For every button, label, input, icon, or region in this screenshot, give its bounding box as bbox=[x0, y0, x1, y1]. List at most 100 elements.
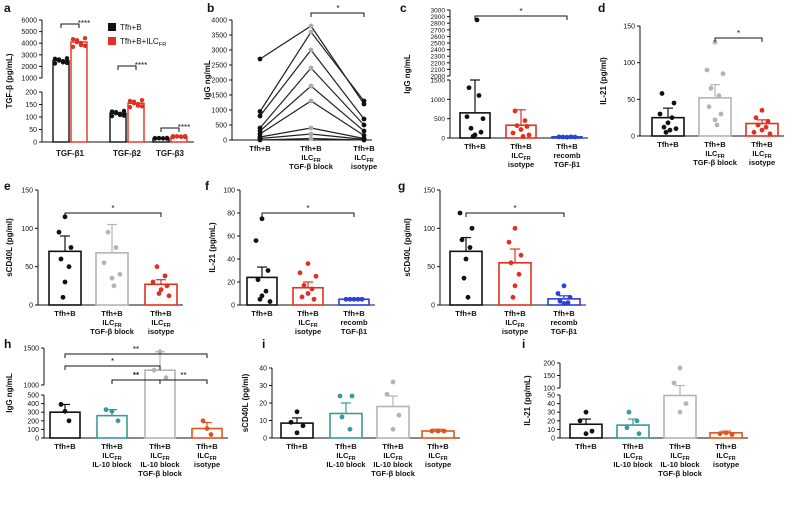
data-point bbox=[560, 134, 566, 140]
data-point bbox=[109, 275, 115, 281]
data-point bbox=[164, 135, 170, 141]
data-point bbox=[308, 98, 314, 104]
data-point bbox=[308, 65, 314, 71]
x-tick-label: ILCFR bbox=[505, 318, 524, 329]
bar bbox=[52, 59, 70, 143]
y-tick-label: 500 bbox=[434, 116, 445, 123]
y-tick-label: 4000 bbox=[211, 18, 227, 25]
data-point bbox=[60, 60, 66, 65]
x-tick-label: ILCFR bbox=[298, 318, 317, 329]
data-point bbox=[634, 418, 640, 424]
data-point bbox=[294, 430, 300, 436]
data-point bbox=[704, 67, 710, 73]
x-tick-label: TGF-β1 bbox=[56, 149, 85, 158]
y-tick-label: 400 bbox=[27, 401, 39, 408]
x-tick-label: Tfh+B bbox=[464, 142, 486, 151]
data-point bbox=[555, 291, 561, 296]
x-tick-label: isotype bbox=[425, 460, 451, 469]
data-point bbox=[164, 283, 170, 289]
y-tick-label: 80 bbox=[227, 211, 235, 218]
panel-letter: a bbox=[4, 1, 11, 15]
y-axis-label: sCD40L (pg/ml) bbox=[5, 218, 14, 277]
data-point bbox=[474, 17, 480, 23]
y-tick-label: 4000 bbox=[21, 41, 37, 48]
y-tick-label: 1500 bbox=[431, 78, 446, 85]
data-point bbox=[305, 261, 311, 266]
data-point bbox=[506, 239, 512, 245]
data-point bbox=[361, 137, 367, 143]
data-point bbox=[351, 296, 357, 302]
data-point bbox=[288, 419, 294, 425]
significance-bracket bbox=[111, 379, 161, 384]
significance-label: * bbox=[519, 7, 522, 16]
x-tick-label: Tfh+B bbox=[286, 442, 308, 451]
data-point bbox=[267, 299, 273, 304]
y-tick-label: 1000 bbox=[431, 97, 446, 104]
y-axis-label: sCD40L (pg/ml) bbox=[241, 373, 250, 432]
y-tick-label: 5000 bbox=[21, 29, 37, 36]
y-tick-label: 6000 bbox=[21, 18, 37, 25]
data-point bbox=[347, 296, 353, 302]
data-point bbox=[556, 134, 562, 140]
data-point bbox=[476, 93, 482, 98]
data-point bbox=[624, 425, 630, 431]
panel-c: c 0 500 1000 1500200021002200230024002500260… bbox=[400, 1, 588, 169]
y-tick-label: 2700 bbox=[431, 27, 446, 34]
x-tick-label: isotype bbox=[295, 327, 321, 336]
x-tick-label: ILCFR bbox=[354, 153, 373, 164]
x-tick-label: ILCFR bbox=[383, 451, 402, 462]
data-point bbox=[257, 113, 263, 119]
x-tick-label: Tfh+B bbox=[553, 309, 575, 318]
significance-label: ** bbox=[180, 371, 186, 380]
significance-bracket bbox=[465, 212, 565, 217]
bar bbox=[292, 286, 324, 306]
data-point bbox=[457, 210, 463, 216]
y-tick-label: 2200 bbox=[431, 60, 446, 67]
y-tick-label: 50 bbox=[25, 264, 33, 271]
bar bbox=[376, 405, 410, 439]
data-point bbox=[468, 125, 474, 131]
data-point bbox=[311, 296, 317, 302]
x-tick-label: Tfh+B bbox=[149, 442, 171, 451]
significance-label: * bbox=[336, 4, 339, 13]
significance-bracket bbox=[64, 212, 162, 217]
panel-b: b 0 500 1000 1500 2000 2500 3000 3500 4000 IgG ng/… bbox=[203, 1, 377, 171]
data-point bbox=[561, 301, 567, 306]
data-point bbox=[297, 270, 303, 276]
x-tick-label: Tfh+B bbox=[504, 309, 526, 318]
data-point bbox=[308, 136, 314, 141]
x-tick-label: isotype bbox=[351, 162, 377, 171]
x-tick-label: Tfh+B bbox=[575, 442, 597, 451]
data-point bbox=[636, 431, 642, 437]
significance-bracket bbox=[111, 379, 161, 384]
x-tick-label: TGF-β block bbox=[138, 469, 183, 478]
legend-swatch bbox=[108, 23, 116, 31]
data-point bbox=[361, 98, 367, 104]
data-point bbox=[661, 124, 667, 130]
panel-letter: b bbox=[207, 1, 214, 15]
y-tick-label: 0 bbox=[33, 140, 37, 147]
data-point bbox=[115, 418, 121, 424]
x-tick-label: ILCFR bbox=[511, 151, 530, 162]
x-tick-label: Tfh+B bbox=[657, 140, 679, 149]
data-point bbox=[671, 100, 677, 106]
y-tick-label: 0 bbox=[29, 303, 33, 310]
x-tick-label: TGF-β block bbox=[90, 327, 135, 336]
x-tick-label: TGF-β1 bbox=[554, 160, 580, 169]
data-point bbox=[109, 109, 115, 114]
data-point bbox=[62, 408, 68, 414]
data-point bbox=[121, 113, 127, 118]
data-point bbox=[459, 237, 465, 243]
y-tick-label: 150 bbox=[25, 102, 37, 109]
data-point bbox=[263, 288, 269, 294]
x-tick-label: Tfh+B bbox=[382, 442, 404, 451]
data-point bbox=[139, 104, 145, 109]
y-tick-label: 200 bbox=[543, 361, 555, 368]
x-tick-label: ILCFR bbox=[102, 318, 121, 329]
data-point bbox=[565, 300, 571, 306]
data-point bbox=[300, 423, 306, 429]
y-tick-label: 20 bbox=[259, 401, 267, 408]
data-point bbox=[589, 428, 595, 434]
